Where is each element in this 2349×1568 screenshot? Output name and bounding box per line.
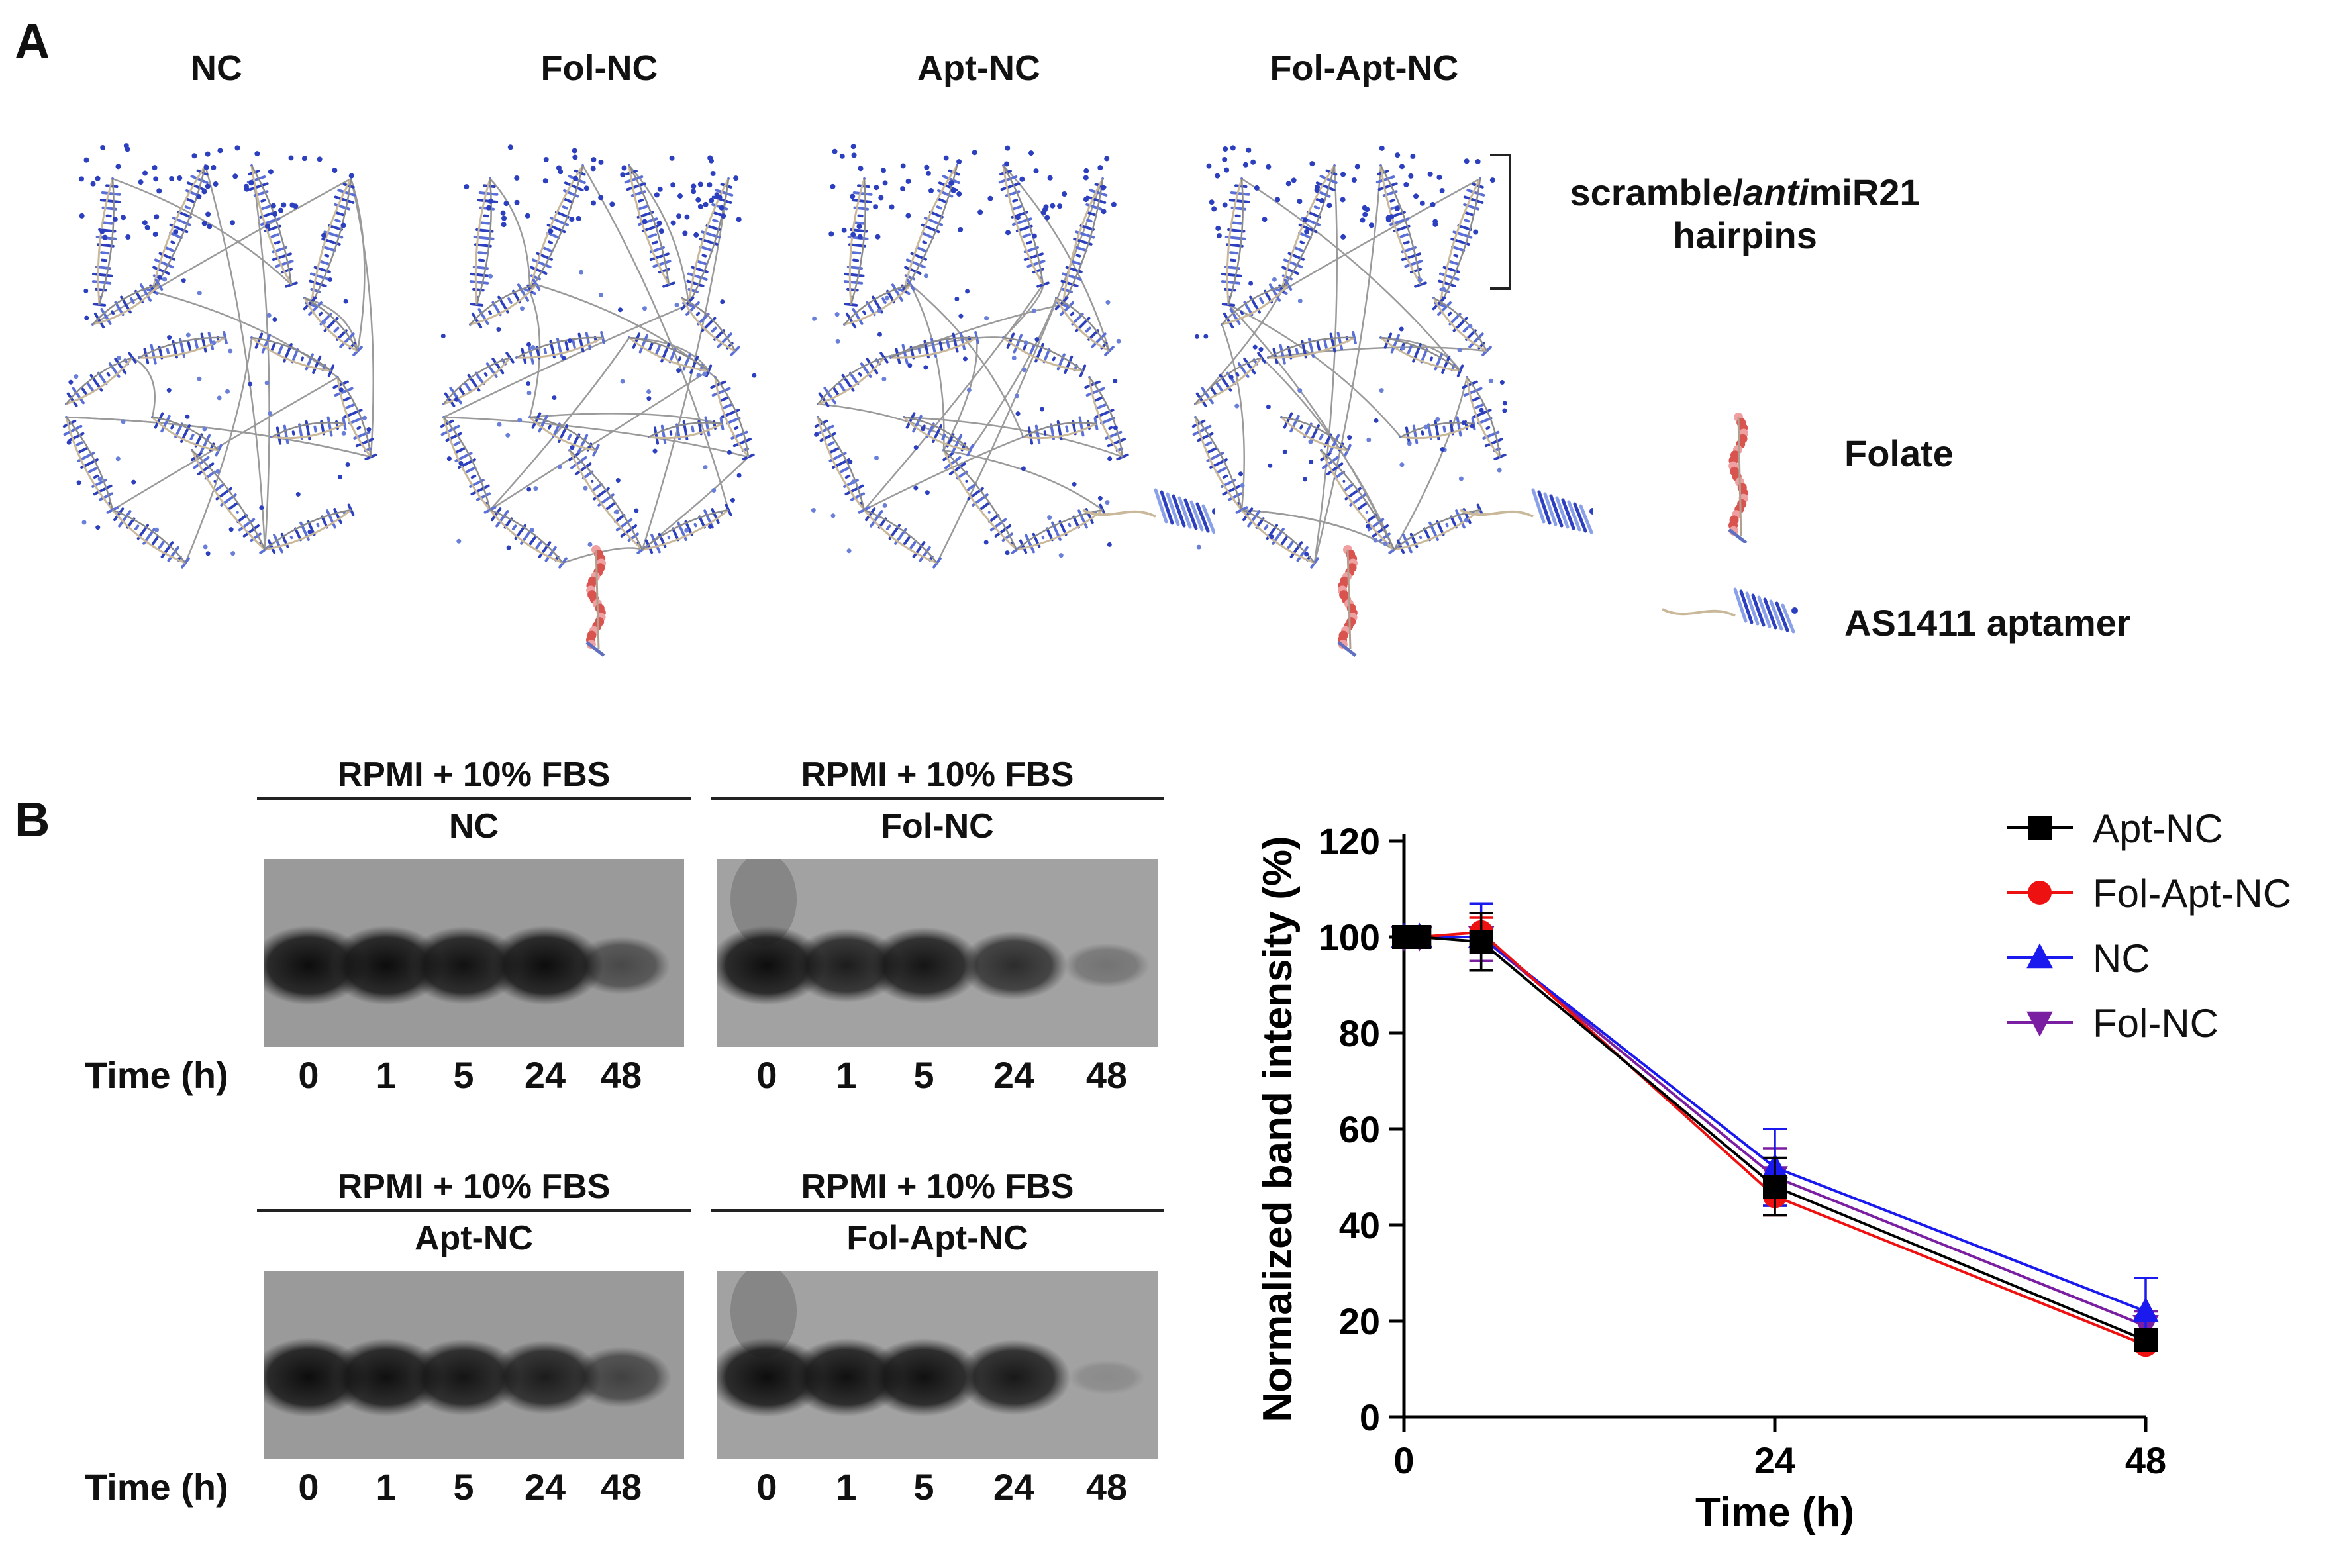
gel-time-label: Time (h) <box>85 1466 228 1508</box>
data-point <box>1763 1175 1787 1199</box>
series-Fol-NC <box>1391 912 2159 1342</box>
legend-entry-NC: NC <box>2007 936 2150 981</box>
gel-header-3: RPMI + 10% FBS <box>801 1167 1074 1206</box>
y-tick-label: 120 <box>1319 820 1380 862</box>
gel-lane-label: 5 <box>453 1054 474 1096</box>
gel-header-rule-0 <box>257 797 691 800</box>
structure-title-1: Fol-NC <box>540 48 658 88</box>
gel-lane-label: 48 <box>600 1054 642 1096</box>
nanocarrier-structure-2 <box>811 144 1215 569</box>
gel-sample-2: Apt-NC <box>414 1219 534 1257</box>
gel-header-2: RPMI + 10% FBS <box>337 1167 611 1206</box>
gel-image-3 <box>717 1271 1158 1459</box>
y-tick-label: 60 <box>1339 1108 1380 1150</box>
panel-b-letter: B <box>15 792 50 847</box>
gel-lane-label: 0 <box>298 1466 319 1508</box>
gel-image-0 <box>264 859 684 1047</box>
gel-lane-label: 1 <box>375 1054 397 1096</box>
hairpin-label: scramble/antimiR21 hairpins <box>1570 172 1921 256</box>
data-point <box>2134 1328 2158 1352</box>
gel-sample-0: NC <box>448 807 499 846</box>
legend-label: NC <box>2093 936 2150 981</box>
folate-legend-label: Folate <box>1844 432 1954 474</box>
gel-lane-label: 24 <box>524 1466 566 1508</box>
legend-label: Fol-NC <box>2093 1001 2219 1046</box>
gel-lane-label: 0 <box>756 1054 777 1096</box>
nanocarrier-structure-0 <box>62 143 377 569</box>
gel-lane-label: 48 <box>600 1466 642 1508</box>
y-axis-label: Normalized band intensity (%) <box>1255 836 1301 1422</box>
aptamer-legend-label: AS1411 aptamer <box>1844 602 2131 644</box>
gel-lane-label: 24 <box>993 1054 1035 1096</box>
gel-lane-label: 1 <box>836 1054 857 1096</box>
legend-marker <box>2026 943 2053 969</box>
gel-lane-label: 48 <box>1085 1466 1128 1508</box>
gel-header-rule-1 <box>711 797 1164 800</box>
legend-marker <box>2026 1011 2053 1037</box>
gel-lane-label: 24 <box>993 1466 1035 1508</box>
gel-image-2 <box>264 1271 684 1459</box>
series-Apt-NC <box>1392 912 2158 1352</box>
gel-lane-label: 0 <box>756 1466 777 1508</box>
y-tick-label: 80 <box>1339 1012 1380 1054</box>
legend-label: Apt-NC <box>2093 807 2223 851</box>
x-axis-label: Time (h) <box>1695 1490 1854 1536</box>
gel-lane-label: 24 <box>524 1054 566 1096</box>
data-point <box>1407 925 1432 949</box>
legend-entry-Apt-NC: Apt-NC <box>2007 807 2223 851</box>
gel-header-rule-2 <box>257 1209 691 1212</box>
band-intensity-chart: 0 20 40 60 80 100 120 0 24 48 Time (h) Normalized b… <box>1255 807 2291 1536</box>
legend-marker <box>2028 881 2052 905</box>
nanocarrier-structure-1 <box>440 144 757 657</box>
structure-title-0: NC <box>191 48 242 88</box>
gel-sample-1: Fol-NC <box>881 807 994 846</box>
structure-title-2: Apt-NC <box>917 48 1040 88</box>
gel-image-1 <box>717 859 1158 1047</box>
gel-sample-3: Fol-Apt-NC <box>846 1219 1028 1257</box>
series-line <box>1404 936 2146 1313</box>
legend-entry-Fol-NC: Fol-NC <box>2007 1001 2219 1046</box>
panel-a-letter: A <box>15 14 50 69</box>
data-point <box>2132 1297 2159 1322</box>
folate-legend-icon <box>1728 413 1748 543</box>
aptamer-legend-icon <box>1662 587 1798 634</box>
series-NC <box>1391 902 2159 1346</box>
gel-lane-label: 5 <box>913 1466 934 1508</box>
gel-lane-label: 0 <box>298 1054 319 1096</box>
nanocarrier-structure-3 <box>1191 145 1593 657</box>
y-tick-label: 100 <box>1319 916 1380 958</box>
legend-marker <box>2028 816 2052 840</box>
legend-entry-Fol-Apt-NC: Fol-Apt-NC <box>2007 871 2291 916</box>
gel-lane-label: 1 <box>375 1466 397 1508</box>
structure-title-3: Fol-Apt-NC <box>1270 48 1459 88</box>
gel-header-rule-3 <box>711 1209 1164 1212</box>
gel-lane-label: 5 <box>453 1466 474 1508</box>
hairpin-bracket <box>1490 154 1511 290</box>
data-point <box>1469 930 1493 954</box>
gel-lane-label: 48 <box>1085 1054 1128 1096</box>
gel-header-1: RPMI + 10% FBS <box>801 756 1074 794</box>
legend-label: Fol-Apt-NC <box>2093 871 2291 916</box>
x-tick-label: 0 <box>1393 1440 1414 1481</box>
y-tick-label: 0 <box>1360 1396 1380 1438</box>
gel-lane-label: 5 <box>913 1054 934 1096</box>
gel-time-label: Time (h) <box>85 1054 228 1096</box>
x-tick-label: 24 <box>1754 1440 1795 1481</box>
y-tick-label: 20 <box>1339 1300 1380 1342</box>
gel-lane-label: 1 <box>836 1466 857 1508</box>
x-tick-label: 48 <box>2125 1440 2166 1481</box>
y-tick-label: 40 <box>1339 1204 1380 1246</box>
gel-header-0: RPMI + 10% FBS <box>337 756 611 794</box>
